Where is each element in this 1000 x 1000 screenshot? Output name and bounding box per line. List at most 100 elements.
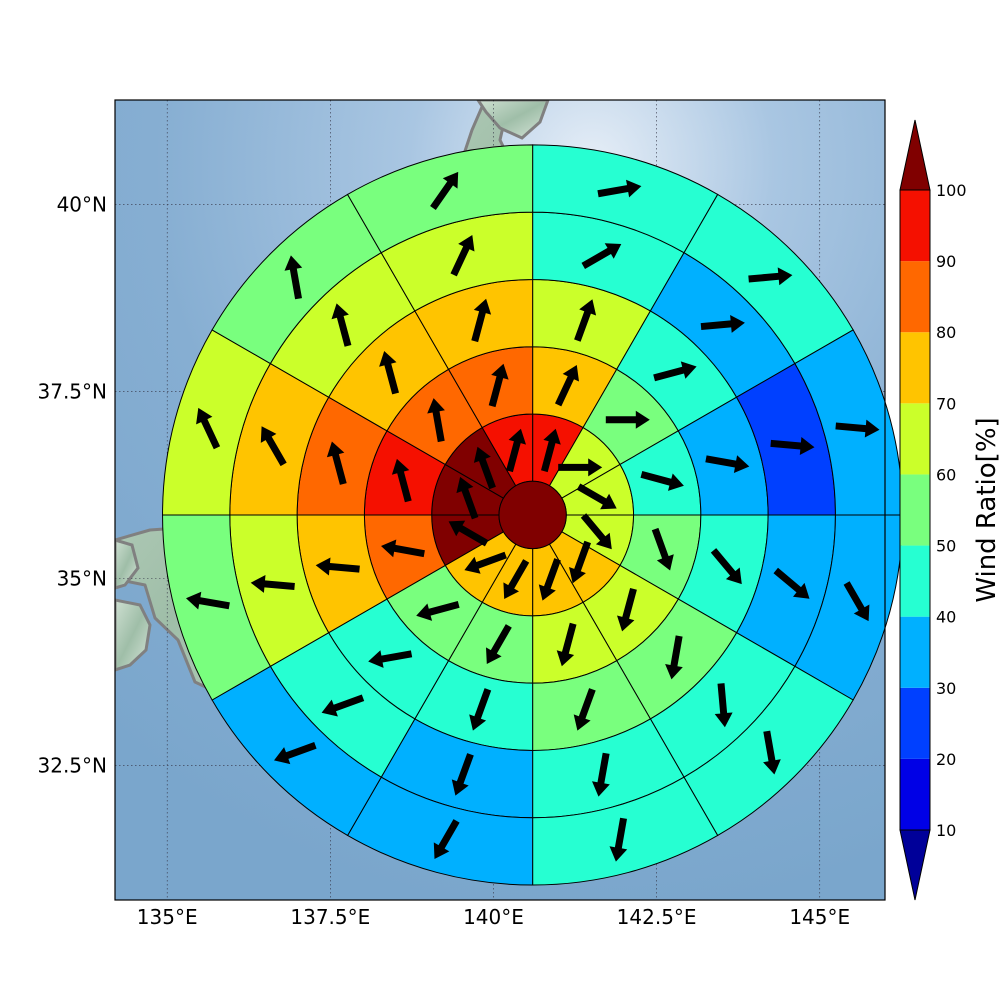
arrow-s11-r2 [471,298,492,343]
colorbar-bin-10 [900,758,930,830]
arrow-s2-r0 [576,483,617,510]
colorbar-bin-20 [900,687,930,759]
arrow-s8-r1 [381,539,425,558]
colorbar-tick-20: 20 [936,750,956,769]
arrow-s10-r4 [284,255,303,300]
arrow-s3-r1 [651,527,674,571]
colorbar-extend-max [899,119,931,191]
arrow-s0-r0 [541,428,561,473]
arrow-s5-r2 [573,688,596,731]
arrow-s8-r4 [186,591,230,610]
arrow-s10-r1 [427,398,445,443]
colorbar-tick-60: 60 [936,465,956,484]
shikoku-land [115,598,152,672]
arrow-s9-r0 [456,476,479,520]
lat-tick-label-2: 37.5°N [38,380,108,404]
arrow-s6-r3 [451,753,474,796]
arrow-s8-r2 [315,557,360,576]
arrow-s3-r0 [580,513,612,550]
colorbar-tick-80: 80 [936,323,956,342]
colorbar-bin-80 [900,261,930,333]
arrow-s3-r3 [773,567,810,599]
arrow-s1-r0 [558,458,603,477]
arrow-s4-r0 [569,540,591,584]
arrow-s1-r1 [605,410,650,429]
arrow-s4-r4 [763,730,781,775]
longitude-tick-labels: 135°E 137.5°E 140°E 142.5°E 145°E [137,905,850,929]
arrow-s7-r1 [416,601,460,621]
lon-tick-label-1: 137.5°E [290,905,370,929]
arrow-s5-r0 [538,558,561,601]
lon-tick-label-3: 142.5°E [617,905,697,929]
colorbar-tick-40: 40 [936,608,956,627]
colorbar-bin-70 [900,332,930,404]
arrow-s6-r4 [433,819,460,859]
colorbar-bin-40 [900,545,930,617]
arrow-s1-r4 [748,267,793,286]
arrow-s7-r0 [464,551,507,574]
colorbar-bin-30 [900,616,930,688]
arrow-s5-r3 [592,752,610,797]
arrow-s1-r2 [653,361,697,382]
arrow-s11-r1 [488,363,509,408]
arrow-s4-r2 [665,635,683,680]
arrow-s11-r3 [450,235,475,277]
arrow-s8-r0 [448,520,489,547]
arrow-s11-r4 [430,171,459,210]
arrow-s6-r1 [486,624,512,664]
arrow-s10-r2 [379,351,399,395]
arrow-s11-r0 [506,428,526,473]
arrow-s9-r4 [196,407,221,450]
lon-tick-label-0: 135°E [137,905,198,929]
colorbar-label: Wind Ratio[%] [972,417,1000,602]
lat-tick-label-3: 40°N [57,193,107,217]
arrow-s7-r3 [321,694,365,717]
wind-ratio-cells [162,144,904,886]
arrow-s2-r4 [835,419,880,438]
arrow-s9-r1 [391,458,412,503]
hokkaido-land [476,100,550,140]
lat-tick-label-0: 32.5°N [38,753,108,777]
arrow-s4-r1 [617,588,637,632]
arrow-s3-r2 [710,548,742,585]
colorbar-outline [899,189,931,831]
latitude-tick-labels: 32.5°N 35°N 37.5°N 40°N [38,193,108,778]
colorbar-tick-70: 70 [936,394,956,413]
lon-tick-label-4: 145°E [789,905,850,929]
colorbar-tick-100: 100 [936,181,967,200]
arrow-s0-r1 [555,365,579,407]
arrow-s8-r3 [250,575,295,593]
arrow-s1-r3 [700,315,745,333]
arrow-s7-r4 [274,742,317,765]
arrow-s10-r0 [473,446,496,490]
colorbar-tick-30: 30 [936,679,956,698]
arrow-s9-r2 [326,441,347,485]
arrow-s2-r3 [770,437,815,455]
arrow-s2-r1 [640,471,684,491]
arrow-s6-r2 [469,688,492,731]
arrow-s6-r0 [503,559,530,599]
arrow-s3-r4 [843,581,870,622]
arrow-s7-r2 [368,650,413,668]
arrow-s10-r3 [331,303,352,347]
colorbar-tick-50: 50 [936,537,956,556]
colorbar-bin-90 [900,190,930,262]
wind-direction-arrows [186,171,880,862]
lat-tick-label-1: 35°N [57,567,107,591]
arrow-s0-r3 [581,243,622,269]
colorbar-bin-60 [900,403,930,475]
colorbar-extend-min [899,829,931,901]
kyushu-land [115,538,140,590]
arrow-s5-r1 [556,622,577,667]
colorbar-bin-50 [900,474,930,546]
arrow-s2-r2 [705,455,750,473]
arrow-s9-r3 [260,426,287,467]
map-frame [114,99,886,901]
colorbar-tick-90: 90 [936,252,956,271]
map-panel [114,99,904,901]
lon-tick-label-2: 140°E [463,905,524,929]
arrow-s0-r2 [574,299,597,342]
arrow-s5-r4 [609,817,628,862]
colorbar-tick-10: 10 [936,821,956,840]
